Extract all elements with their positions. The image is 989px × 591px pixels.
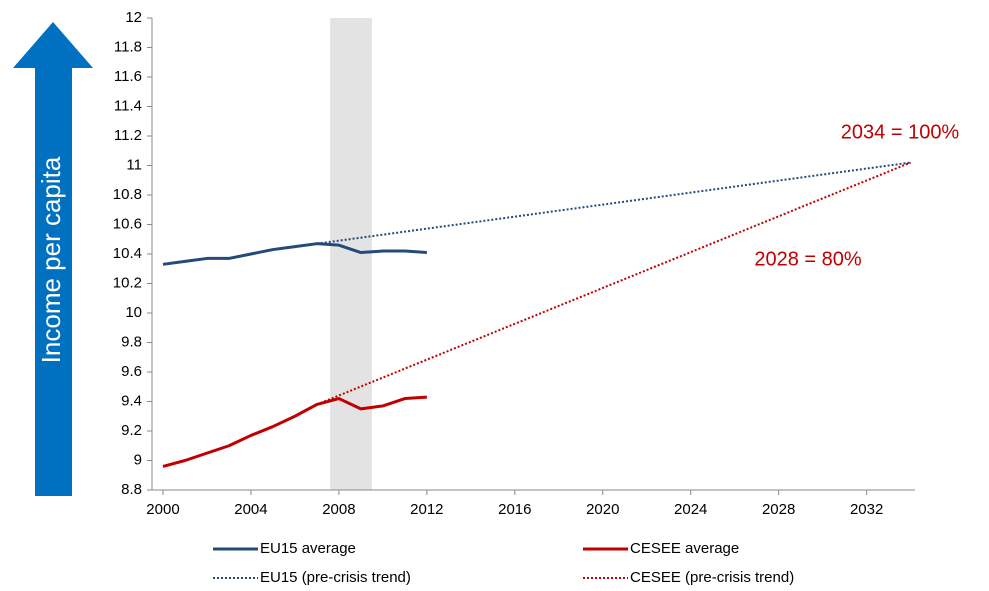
x-tick-label: 2008 <box>322 501 355 518</box>
y-tick-label: 10.8 <box>113 186 142 203</box>
x-tick-label: 2012 <box>410 501 443 518</box>
annotation: 2028 = 80% <box>754 248 862 270</box>
legend-label: CESEE average <box>630 540 739 557</box>
y-tick-label: 10.6 <box>113 215 142 232</box>
y-tick-label: 9 <box>134 451 142 468</box>
series-line <box>162 395 427 468</box>
series-line <box>316 161 911 406</box>
y-tick-label: 9.2 <box>121 422 142 439</box>
y-tick-label: 11.6 <box>114 68 142 85</box>
x-tick-label: 2020 <box>586 501 619 518</box>
x-tick-label: 2024 <box>674 501 707 518</box>
y-tick-label: 10 <box>125 304 142 321</box>
y-tick-label: 11.4 <box>114 97 142 114</box>
y-tick-label: 9.8 <box>121 333 142 350</box>
series-line <box>162 242 427 266</box>
shaded-period <box>330 18 372 490</box>
y-tick-label: 10.4 <box>113 245 142 262</box>
y-tick-label: 9.4 <box>121 392 142 409</box>
y-axis-label: Income per capita <box>36 156 66 363</box>
y-tick-label: 10.2 <box>113 274 142 291</box>
x-tick-label: 2004 <box>234 501 267 518</box>
x-tick-label: 2000 <box>146 501 179 518</box>
y-tick-label: 8.8 <box>121 481 142 498</box>
y-tick-label: 12 <box>125 9 142 26</box>
legend-label: EU15 average <box>260 540 356 557</box>
y-tick-label: 11.8 <box>114 38 142 55</box>
legend-label: EU15 (pre-crisis trend) <box>260 569 411 586</box>
x-tick-label: 2016 <box>498 501 531 518</box>
x-tick-label: 2032 <box>850 501 883 518</box>
y-tick-label: 11.2 <box>114 127 142 144</box>
series-line <box>316 161 911 245</box>
x-tick-label: 2028 <box>762 501 795 518</box>
annotation: 2034 = 100% <box>841 121 960 143</box>
legend-label: CESEE (pre-crisis trend) <box>630 569 794 586</box>
y-tick-label: 11 <box>126 156 142 173</box>
y-tick-label: 9.6 <box>121 363 142 380</box>
y-axis-arrow <box>13 22 93 496</box>
